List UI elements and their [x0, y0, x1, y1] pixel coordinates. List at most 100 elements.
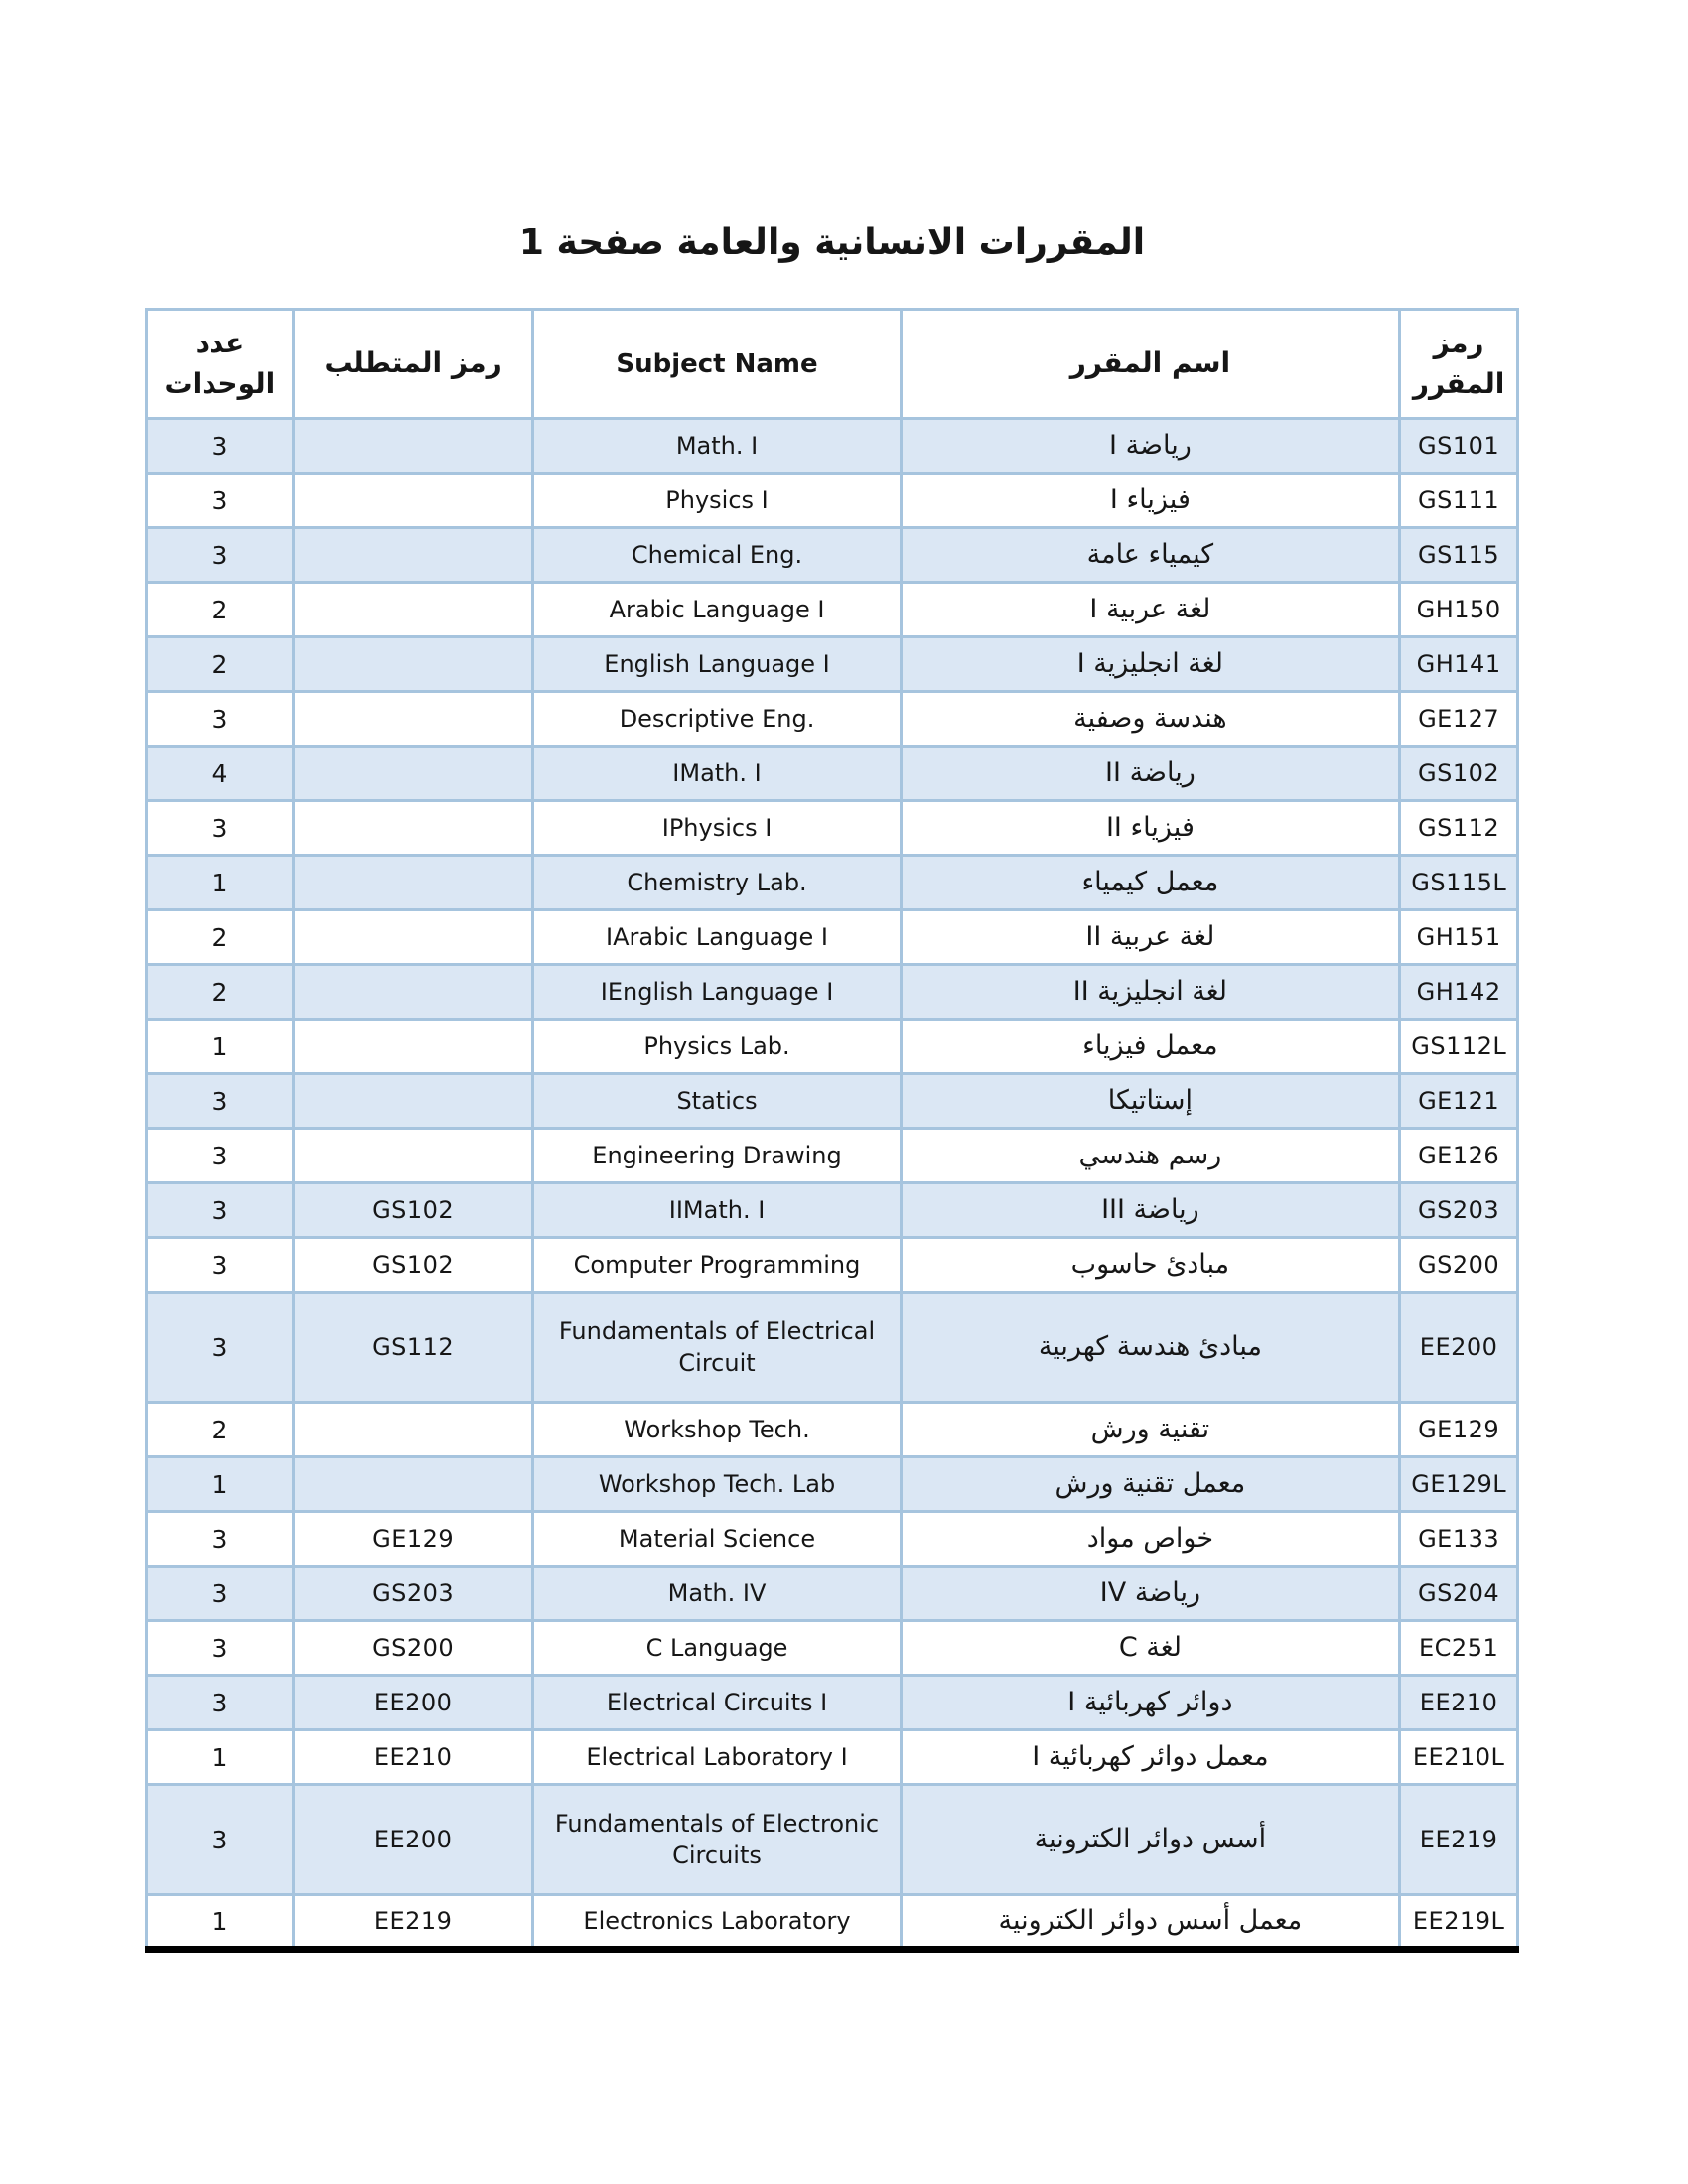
prereq-code-cell: EE200 — [291, 1783, 535, 1896]
units-cell: 3 — [145, 1072, 295, 1130]
course-code-cell: EC251 — [1398, 1619, 1519, 1677]
course-code-cell: GH142 — [1398, 963, 1519, 1021]
course-code-cell: GS112 — [1398, 799, 1519, 857]
table-row: GH151 لغة عربية II IArabic Language I 2 — [145, 908, 1519, 966]
header-course-code: رمز المقرر — [1398, 308, 1519, 420]
course-name-cell: معمل تقنية ورش — [899, 1455, 1402, 1513]
table-row: GE127 هندسة وصفية Descriptive Eng. 3 — [145, 690, 1519, 748]
table-row: EE219L معمل أسس دوائر الكترونية Electronic… — [145, 1893, 1519, 1953]
table-row: GS200 مبادئ حاسوب Computer Programming GS10… — [145, 1236, 1519, 1294]
subject-name-cell: Descriptive Eng. — [531, 690, 903, 748]
subject-name-cell: IPhysics I — [531, 799, 903, 857]
units-cell: 3 — [145, 472, 295, 529]
prereq-code-cell — [291, 908, 535, 966]
table-row: EE200 مبادئ هندسة كهربية Fundamentals of E… — [145, 1291, 1519, 1404]
units-cell: 3 — [145, 417, 295, 475]
units-cell: 1 — [145, 1728, 295, 1786]
course-code-cell: GS115L — [1398, 854, 1519, 911]
table-row: EE219 أسس دوائر الكترونية Fundamentals of … — [145, 1783, 1519, 1896]
course-name-cell: فيزياء I — [899, 472, 1402, 529]
header-prereq-code: رمز المتطلب — [291, 308, 535, 420]
header-subject-name: Subject Name — [531, 308, 903, 420]
table-row: GE133 خواص مواد Material Science GE129 3 — [145, 1510, 1519, 1568]
course-name-cell: معمل أسس دوائر الكترونية — [899, 1893, 1402, 1953]
subject-name-cell: Arabic Language I — [531, 581, 903, 638]
course-name-cell: رياضة IV — [899, 1565, 1402, 1622]
prereq-code-cell — [291, 581, 535, 638]
units-cell: 1 — [145, 1455, 295, 1513]
table-row: GS101 رياضة I Math. I 3 — [145, 417, 1519, 475]
course-code-cell: GE127 — [1398, 690, 1519, 748]
table-row: GE121 إستاتيكا Statics 3 — [145, 1072, 1519, 1130]
prereq-code-cell: GS102 — [291, 1181, 535, 1239]
subject-name-cell: Chemistry Lab. — [531, 854, 903, 911]
course-code-cell: GE129L — [1398, 1455, 1519, 1513]
table-row: GS204 رياضة IV Math. IV GS203 3 — [145, 1565, 1519, 1622]
course-code-cell: GS115 — [1398, 526, 1519, 584]
course-code-cell: GE133 — [1398, 1510, 1519, 1568]
course-table: رمز المقرر اسم المقرر Subject Name رمز ا… — [145, 308, 1519, 1953]
prereq-code-cell — [291, 1401, 535, 1458]
subject-name-cell: Chemical Eng. — [531, 526, 903, 584]
course-code-cell: GH141 — [1398, 635, 1519, 693]
subject-name-cell: IIMath. I — [531, 1181, 903, 1239]
subject-name-cell: IMath. I — [531, 745, 903, 802]
prereq-code-cell — [291, 854, 535, 911]
course-code-cell: GH150 — [1398, 581, 1519, 638]
subject-name-cell: Math. IV — [531, 1565, 903, 1622]
table-row: GE126 رسم هندسي Engineering Drawing 3 — [145, 1127, 1519, 1184]
subject-name-cell: IEnglish Language I — [531, 963, 903, 1021]
subject-name-cell: Physics Lab. — [531, 1018, 903, 1075]
course-code-cell: GS200 — [1398, 1236, 1519, 1294]
units-cell: 1 — [145, 1893, 295, 1953]
course-name-cell: مبادئ هندسة كهربية — [899, 1291, 1402, 1404]
table-row: GE129 تقنية ورش Workshop Tech. 2 — [145, 1401, 1519, 1458]
prereq-code-cell — [291, 799, 535, 857]
course-code-cell: GS102 — [1398, 745, 1519, 802]
subject-name-cell: Computer Programming — [531, 1236, 903, 1294]
course-name-cell: رياضة III — [899, 1181, 1402, 1239]
prereq-code-cell: EE210 — [291, 1728, 535, 1786]
prereq-code-cell: EE219 — [291, 1893, 535, 1953]
table-row: GS115L معمل كيمياء Chemistry Lab. 1 — [145, 854, 1519, 911]
course-code-cell: GS204 — [1398, 1565, 1519, 1622]
prereq-code-cell: GE129 — [291, 1510, 535, 1568]
subject-name-cell: Engineering Drawing — [531, 1127, 903, 1184]
page-title: المقررات الانسانية والعامة صفحة 1 — [518, 222, 1146, 263]
units-cell: 2 — [145, 1401, 295, 1458]
course-name-cell: هندسة وصفية — [899, 690, 1402, 748]
prereq-code-cell — [291, 1455, 535, 1513]
course-name-cell: دوائر كهربائية I — [899, 1674, 1402, 1731]
header-row: رمز المقرر اسم المقرر Subject Name رمز ا… — [145, 308, 1519, 420]
course-name-cell: فيزياء II — [899, 799, 1402, 857]
subject-name-cell: Fundamentals of Electrical Circuit — [531, 1291, 903, 1404]
header-units: عدد الوحدات — [145, 308, 295, 420]
subject-name-cell: Math. I — [531, 417, 903, 475]
units-cell: 2 — [145, 581, 295, 638]
table-row: GH142 لغة انجليزية II IEnglish Language I 2 — [145, 963, 1519, 1021]
course-code-cell: EE219 — [1398, 1783, 1519, 1896]
course-code-cell: EE219L — [1398, 1893, 1519, 1953]
units-cell: 2 — [145, 908, 295, 966]
prereq-code-cell — [291, 417, 535, 475]
course-name-cell: معمل دوائر كهربائية I — [899, 1728, 1402, 1786]
table-row: GH150 لغة عربية I Arabic Language I 2 — [145, 581, 1519, 638]
prereq-code-cell: EE200 — [291, 1674, 535, 1731]
units-cell: 3 — [145, 1127, 295, 1184]
subject-name-cell: C Language — [531, 1619, 903, 1677]
subject-name-cell: Electrical Circuits I — [531, 1674, 903, 1731]
prereq-code-cell — [291, 1072, 535, 1130]
course-name-cell: إستاتيكا — [899, 1072, 1402, 1130]
table-row: GH141 لغة انجليزية I English Language I 2 — [145, 635, 1519, 693]
course-name-cell: لغة عربية I — [899, 581, 1402, 638]
course-code-cell: GE121 — [1398, 1072, 1519, 1130]
subject-name-cell: Physics I — [531, 472, 903, 529]
course-code-cell: GS203 — [1398, 1181, 1519, 1239]
course-name-cell: رياضة I — [899, 417, 1402, 475]
table-row: EE210L معمل دوائر كهربائية I Electrical La… — [145, 1728, 1519, 1786]
course-code-cell: GS112L — [1398, 1018, 1519, 1075]
units-cell: 3 — [145, 1783, 295, 1896]
prereq-code-cell — [291, 963, 535, 1021]
subject-name-cell: Workshop Tech. — [531, 1401, 903, 1458]
